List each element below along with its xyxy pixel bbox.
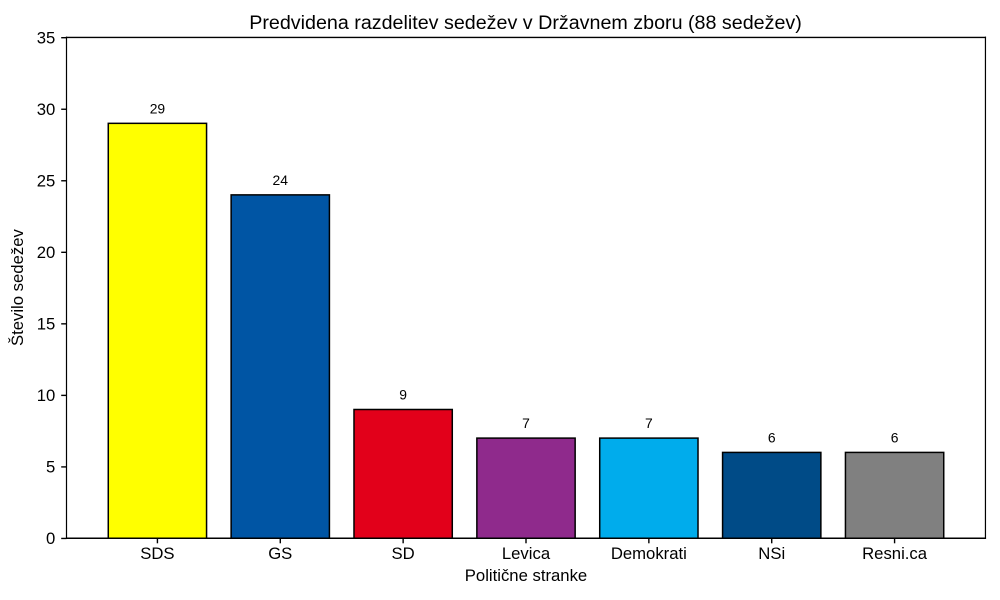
svg-text:SDS: SDS	[140, 544, 174, 563]
svg-text:NSi: NSi	[758, 544, 785, 563]
svg-text:Število sedežev: Število sedežev	[8, 229, 27, 347]
svg-text:Resni.ca: Resni.ca	[862, 544, 928, 563]
svg-text:7: 7	[645, 415, 653, 431]
svg-text:Demokrati: Demokrati	[611, 544, 687, 563]
svg-text:24: 24	[273, 172, 289, 188]
svg-text:6: 6	[891, 429, 899, 445]
svg-text:35: 35	[37, 28, 56, 47]
svg-text:0: 0	[46, 529, 55, 548]
svg-text:GS: GS	[268, 544, 292, 563]
svg-text:15: 15	[37, 314, 56, 333]
svg-text:29: 29	[150, 100, 166, 116]
svg-text:Levica: Levica	[502, 544, 551, 563]
svg-text:Predvidena razdelitev sedežev: Predvidena razdelitev sedežev v Državnem…	[249, 12, 802, 34]
svg-text:Politične stranke: Politične stranke	[465, 566, 587, 585]
svg-text:5: 5	[46, 458, 55, 477]
svg-text:6: 6	[768, 429, 776, 445]
svg-text:30: 30	[37, 100, 56, 119]
svg-text:20: 20	[37, 243, 56, 262]
svg-text:7: 7	[522, 415, 530, 431]
svg-text:25: 25	[37, 171, 56, 190]
svg-text:9: 9	[399, 386, 407, 402]
svg-text:SD: SD	[392, 544, 415, 563]
svg-text:10: 10	[37, 386, 56, 405]
